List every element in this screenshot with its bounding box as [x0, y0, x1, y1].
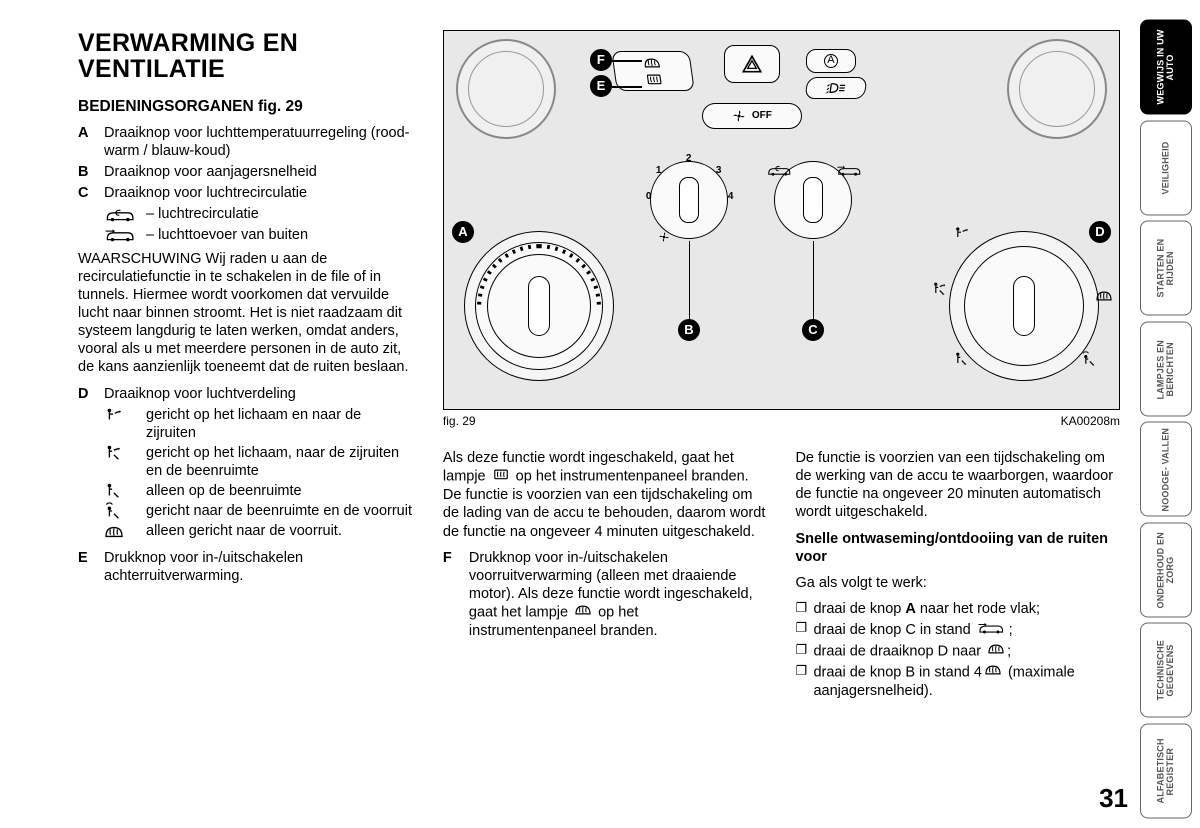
item-c-fresh: – luchttoevoer van buiten [104, 226, 415, 244]
item-d3: alleen op de beenruimte [104, 482, 415, 500]
tab-veiligheid[interactable]: VEILIGHEID [1140, 121, 1192, 216]
recirc-icon [104, 205, 146, 223]
col3-para1: De functie is voorzien van een tijdschak… [795, 449, 1120, 522]
item-f: F Drukknop voor in-/uitschakelen voorrui… [443, 549, 768, 641]
defrost-front-icon [104, 522, 146, 540]
tab-onderhoud[interactable]: ONDERHOUD EN ZORG [1140, 523, 1192, 618]
page: VERWARMING EN VENTILATIE BEDIENINGSORGAN… [0, 0, 1200, 828]
label-c: C [802, 319, 824, 341]
label-e: E [590, 75, 612, 97]
air-body-icon [104, 406, 146, 442]
column-3: De functie is voorzien van een tijdschak… [795, 443, 1120, 808]
step-1: draai de knop A naar het rode vlak; [795, 600, 1120, 618]
column-2: Als deze functie wordt ingeschakeld, gaa… [443, 443, 768, 808]
column-1: VERWARMING EN VENTILATIE BEDIENINGSORGAN… [78, 30, 415, 808]
label-f: F [590, 49, 612, 71]
button-defrost-group [611, 51, 695, 91]
fresh-air-icon [104, 226, 146, 244]
dial-a-temperature [464, 231, 614, 381]
tab-register[interactable]: ALFABETISCH REGISTER [1140, 724, 1192, 819]
item-c: C Draaiknop voor luchtrecirculatie [78, 184, 415, 202]
vent-right [1007, 39, 1107, 139]
defrost-rear-icon [492, 467, 510, 486]
tab-starten[interactable]: STARTEN EN RIJDEN [1140, 221, 1192, 316]
button-fog [804, 77, 867, 99]
vent-left [456, 39, 556, 139]
label-b: B [678, 319, 700, 341]
figure-29: A OFF F E [443, 30, 1120, 410]
tab-noodgevallen[interactable]: NOODGE- VALLEN [1140, 422, 1192, 517]
section-subtitle: BEDIENINGSORGANEN fig. 29 [78, 97, 415, 116]
button-hazard [724, 45, 780, 83]
air-feet-screen-icon [104, 502, 146, 520]
tab-wegwijs[interactable]: WEGWIJS IN UW AUTO [1140, 20, 1192, 115]
item-d2: gericht op het lichaam, naar de zijruite… [104, 444, 415, 480]
button-off: OFF [702, 103, 802, 129]
step-2: draai de knop C in stand ; [795, 620, 1120, 640]
warning-text: WAARSCHUWING Wij raden u aan de recircul… [78, 250, 415, 377]
item-d1: gericht op het lichaam en naar de zijrui… [104, 406, 415, 442]
step-4: draai de knop B in stand 4 (maximale aan… [795, 663, 1120, 700]
step-3: draai de draaiknop D naar ; [795, 642, 1120, 661]
item-b: B Draaiknop voor aanjagersnelheid [78, 163, 415, 181]
item-d: D Draaiknop voor luchtverdeling [78, 385, 415, 403]
item-a: A Draaiknop voor luchttemperatuurregelin… [78, 124, 415, 160]
dial-d-distribution [949, 231, 1099, 381]
item-d5: alleen gericht naar de voorruit. [104, 522, 415, 540]
page-number: 31 [1099, 782, 1128, 815]
defrost-front-icon-inline2 [987, 642, 1005, 661]
air-feet-icon [104, 482, 146, 500]
tab-lampjes[interactable]: LAMPJES EN BERICHTEN [1140, 322, 1192, 417]
label-a: A [452, 221, 474, 243]
col2-para1: Als deze functie wordt ingeschakeld, gaa… [443, 449, 768, 541]
section-tabs: WEGWIJS IN UW AUTO VEILIGHEID STARTEN EN… [1140, 0, 1200, 828]
fresh-air-icon-inline [977, 620, 1007, 640]
steps-list: draai de knop A naar het rode vlak; draa… [795, 600, 1120, 701]
defrost-front-icon-inline [574, 603, 592, 622]
col3-lead: Ga als volgt te werk: [795, 574, 1120, 592]
item-e: E Drukknop voor in-/uitschakelen achterr… [78, 549, 415, 585]
item-c-recirc: – luchtrecirculatie [104, 205, 415, 223]
label-d: D [1089, 221, 1111, 243]
air-body-feet-icon [104, 444, 146, 480]
right-block: A OFF F E [443, 30, 1120, 808]
figure-caption: fig. 29 KA00208m [443, 414, 1120, 429]
item-d4: gericht naar de beenruimte en de voorrui… [104, 502, 415, 520]
col3-heading: Snelle ontwaseming/ontdooiing van de rui… [795, 530, 1120, 566]
content-area: VERWARMING EN VENTILATIE BEDIENINGSORGAN… [0, 0, 1140, 828]
page-title: VERWARMING EN VENTILATIE [78, 30, 415, 83]
defrost-front-icon-inline3 [984, 663, 1002, 682]
button-auto: A [806, 49, 856, 73]
tab-technisch[interactable]: TECHNISCHE GEGEVENS [1140, 623, 1192, 718]
